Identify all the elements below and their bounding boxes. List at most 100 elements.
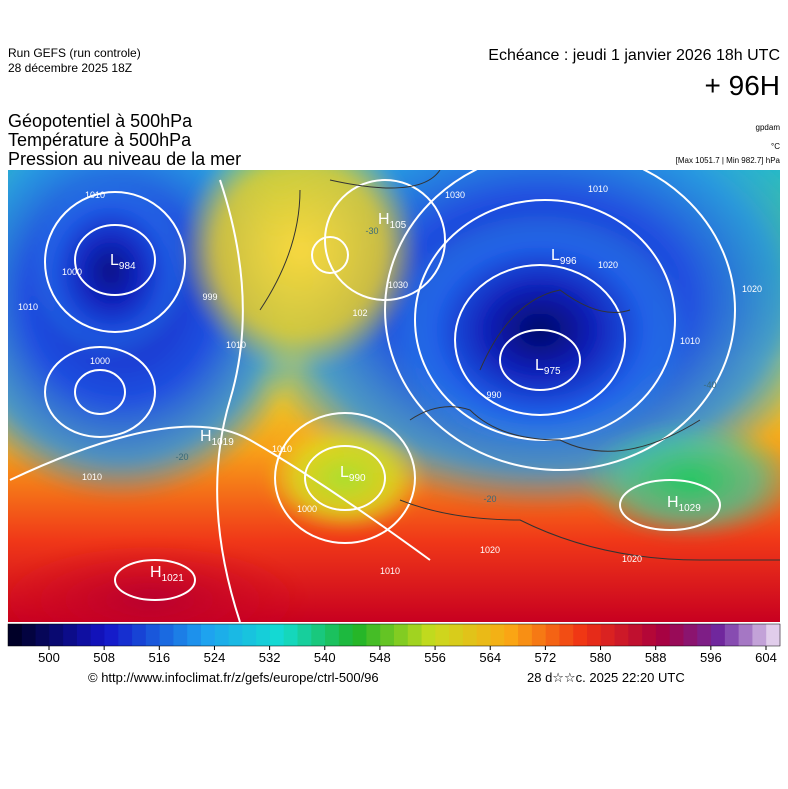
center-value: 996 (560, 256, 577, 267)
colorbar-swatch (407, 624, 423, 646)
field-background (8, 170, 780, 622)
colorbar-swatch (476, 624, 491, 646)
lead-time: + 96H (704, 70, 781, 101)
isobar-label: 1010 (18, 302, 38, 312)
colorbar-label: 500 (38, 650, 60, 665)
colorbar-swatch (90, 624, 105, 646)
colorbar-swatch (683, 624, 698, 646)
isobar-label: 1000 (90, 356, 110, 366)
colorbar-swatch (242, 624, 257, 646)
colorbar-swatch (531, 624, 547, 646)
colorbar-swatch (573, 624, 588, 646)
center-letter: L (340, 464, 349, 481)
colorbar-swatch (545, 624, 560, 646)
unit: °C (771, 142, 780, 151)
colorbar-swatch (35, 624, 50, 646)
center-letter: H (378, 211, 390, 228)
colorbar-swatch (724, 624, 740, 646)
colorbar-swatch (49, 624, 64, 646)
colorbar-swatch (766, 624, 781, 646)
colorbar-swatch (283, 624, 298, 646)
colorbar-swatch (449, 624, 464, 646)
isobar-label: 1010 (680, 336, 700, 346)
isobar-label: 999 (202, 292, 217, 302)
field: Pression au niveau de la mer (8, 149, 242, 169)
colorbar-swatch (104, 624, 119, 646)
colorbar-swatch (187, 624, 202, 646)
colorbar-swatch (394, 624, 409, 646)
unit: [Max 1051.7 | Min 982.7] hPa (675, 156, 780, 165)
colorbar-swatch (338, 624, 354, 646)
colorbar-swatch (159, 624, 174, 646)
colorbar-swatch (21, 624, 37, 646)
colorbar-label: 604 (755, 650, 777, 665)
colorbar-swatch (752, 624, 767, 646)
colorbar-swatch (63, 624, 78, 646)
colorbar-swatch (462, 624, 478, 646)
source: © http://www.infoclimat.fr/z/gefs/europe… (88, 670, 379, 685)
colorbar-swatch (421, 624, 436, 646)
colorbar-swatch (256, 624, 271, 646)
colorbar-swatch (669, 624, 684, 646)
center-letter: L (535, 357, 544, 374)
colorbar-swatch (173, 624, 188, 646)
colorbar-swatch (228, 624, 243, 646)
colorbar-swatch (325, 624, 340, 646)
pressure-center: H1019 (200, 428, 234, 448)
isobar-label: 1010 (226, 340, 246, 350)
colorbar-swatch (145, 624, 161, 646)
colorbar-swatch (655, 624, 671, 646)
isobar-label: 1020 (742, 284, 762, 294)
center-letter: H (667, 494, 679, 511)
isobar-label: 1000 (297, 504, 317, 514)
colorbar-swatch (642, 624, 657, 646)
center-value: 975 (544, 366, 561, 377)
center-letter: H (150, 564, 162, 581)
isobar-label: 1020 (598, 260, 618, 270)
colorbar-label: 564 (479, 650, 501, 665)
pressure-center: H105 (378, 211, 407, 231)
colorbar-swatch (214, 624, 230, 646)
colorbar-swatch (76, 624, 92, 646)
center-value: 105 (390, 220, 407, 231)
center-value: 1029 (679, 503, 702, 514)
colorbar-swatch (352, 624, 367, 646)
colorbar-swatch (366, 624, 381, 646)
isobar-label: 1010 (588, 184, 608, 194)
valid-time: Echéance : jeudi 1 janvier 2026 18h UTC (488, 47, 780, 64)
colorbar-swatch (697, 624, 712, 646)
field: Température à 500hPa (8, 130, 192, 150)
colorbar-swatch (614, 624, 629, 646)
run-date: 28 décembre 2025 18Z (8, 61, 133, 75)
unit: gpdam (755, 123, 780, 132)
isobar-label: 1020 (480, 545, 500, 555)
colorbar-label: 516 (148, 650, 170, 665)
colorbar-swatch (628, 624, 643, 646)
colorbar-swatch (380, 624, 395, 646)
colorbar-label: 572 (535, 650, 557, 665)
field: Géopotentiel à 500hPa (8, 111, 193, 131)
center-value: 984 (119, 261, 136, 272)
isobar-label: 1030 (388, 280, 408, 290)
center-value: 1019 (212, 437, 235, 448)
colorbar-swatch (118, 624, 133, 646)
isobar-label: 1000 (62, 267, 82, 277)
pressure-center: L996 (551, 247, 577, 267)
colorbar-swatch (711, 624, 726, 646)
colorbar-swatch (201, 624, 216, 646)
temperature-label: -30 (365, 226, 378, 236)
isobar-label: 990 (486, 390, 501, 400)
center-letter: L (110, 252, 119, 269)
colorbar-label: 524 (204, 650, 226, 665)
colorbar-swatch (504, 624, 519, 646)
colorbar-label: 532 (259, 650, 281, 665)
colorbar-swatch (8, 624, 23, 646)
colorbar-swatch (587, 624, 602, 646)
colorbar-swatch (132, 624, 147, 646)
isobar-label: 1010 (82, 472, 102, 482)
colorbar-swatch (269, 624, 285, 646)
isobar-label: 102 (352, 308, 367, 318)
colorbar-swatch (311, 624, 326, 646)
colorbar-swatch (600, 624, 616, 646)
